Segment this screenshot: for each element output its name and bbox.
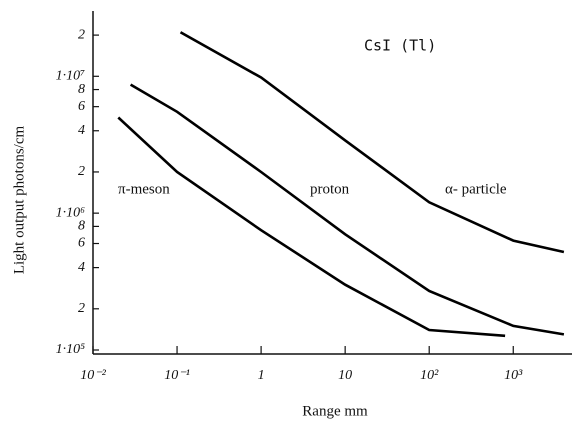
x-tick-label: 10 <box>338 368 352 383</box>
y-tick-label: 8 <box>78 219 85 234</box>
annotation: CsI (Tl) <box>364 37 436 55</box>
y-tick-label: 1·10⁶ <box>56 205 86 220</box>
series-label: α- particle <box>445 181 507 197</box>
y-tick-label: 4 <box>78 123 85 138</box>
y-tick-label: 2 <box>78 27 85 42</box>
line <box>129 83 565 336</box>
y-tick-label: 2 <box>78 164 85 179</box>
x-tick-label: 1 <box>258 368 265 383</box>
line <box>117 116 506 338</box>
y-axis-label: Light output photons/cm <box>11 126 27 275</box>
y-tick-label: 1·10⁷ <box>56 69 86 84</box>
series-label: proton <box>310 181 350 197</box>
y-tick-label: 6 <box>78 236 85 251</box>
x-tick-label: 10⁻¹ <box>164 368 190 383</box>
line <box>179 31 565 254</box>
y-tick-label: 2 <box>78 301 85 316</box>
x-tick-label: 10³ <box>504 368 523 383</box>
y-tick-label: 4 <box>78 260 85 275</box>
series-label: π-meson <box>118 181 170 197</box>
x-tick-label: 10² <box>420 368 439 383</box>
y-tick-label: 1·10⁵ <box>56 342 86 357</box>
x-tick-label: 10⁻² <box>80 368 106 383</box>
y-tick-label: 6 <box>78 99 85 114</box>
y-tick-label: 8 <box>78 82 85 97</box>
x-axis-label: Range mm <box>302 403 368 419</box>
